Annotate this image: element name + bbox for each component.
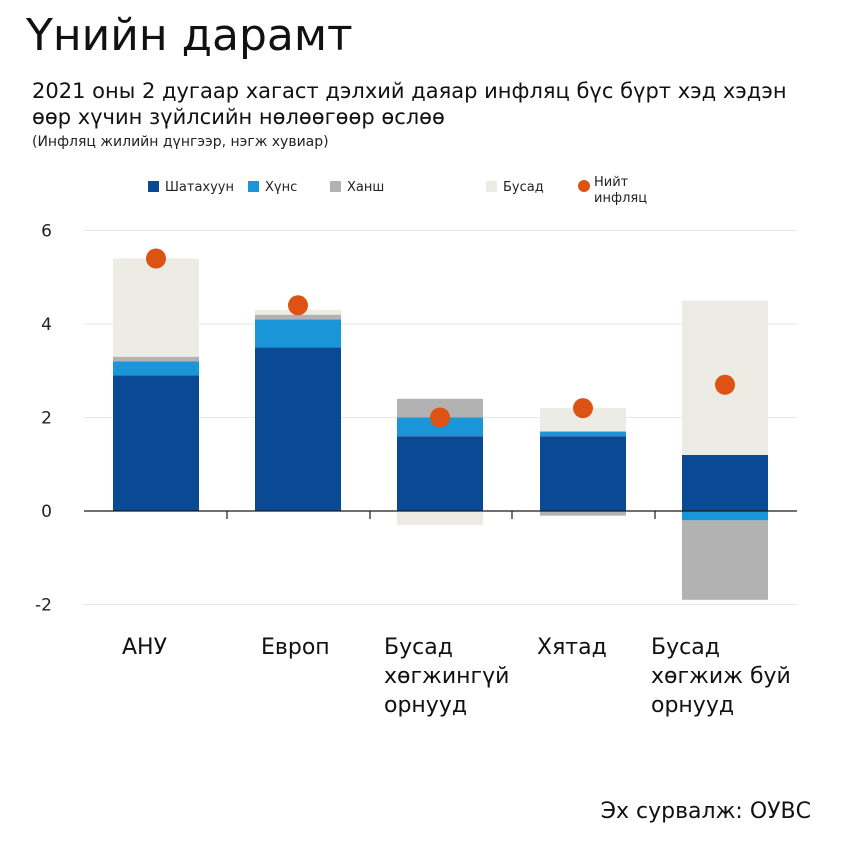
category-label: Европ [261,635,330,660]
y-tick-label: 4 [41,315,52,335]
chart-units-note: (Инфляц жилийн дүнгээр, нэгж хувиар) [32,134,329,150]
y-tick-label: 2 [41,409,52,429]
bar-segment [397,511,483,526]
bar-segment [113,356,199,362]
bar-segment [540,511,626,516]
legend-swatch [330,181,341,192]
bar-segment [255,319,341,348]
legend-label: Хүнс [265,180,297,195]
legend-label: Бусад [503,180,544,195]
bar-segment [255,314,341,320]
legend-swatch [148,181,159,192]
category-label: Бусад хөгжингүй орнууд [384,635,509,718]
bars [113,258,768,600]
bar-segment [113,375,199,511]
y-tick-label: -2 [35,596,52,616]
bar-segment [682,454,768,511]
category-label: Хятад [537,635,607,660]
bar-segment [540,431,626,437]
total-inflation-dot [288,295,308,316]
legend-dot [578,180,590,192]
bar-segment [540,408,626,432]
bar-segment [682,520,768,600]
axes: 6 4 2 0 -2 [35,222,797,616]
legend-label: Шатахуун [165,180,234,195]
bar-segment [540,436,626,511]
total-inflation-dot [146,248,166,269]
bar-segment [113,361,199,376]
category-label: АНУ [122,635,168,660]
legend: Шатахуун Хүнс Ханш Бусад Нийт инфляц [148,175,647,206]
total-inflation-dot [715,374,735,395]
headline: Үнийн дарамт [26,10,353,61]
legend-swatch [248,181,259,192]
legend-label: Нийт инфляц [594,175,647,206]
y-tick-label: 0 [41,502,52,522]
category-labels: АНУ Европ Бусад хөгжингүй орнууд Хятад Бусад хө… [122,635,791,718]
bar-segment [682,511,768,521]
legend-swatch [486,181,497,192]
legend-label: Ханш [347,180,384,195]
bar-segment [113,258,199,357]
total-inflation-dot [573,398,593,419]
total-inflation-markers [146,248,735,428]
bar-segment [255,347,341,511]
total-inflation-dot [430,407,450,428]
source-note: Эх сурвалж: ОУВС [600,799,811,824]
bar-segment [397,436,483,511]
y-tick-label: 6 [41,222,52,242]
chart-subtitle: 2021 оны 2 дугаар хагаст дэлхий даяар ин… [32,79,787,129]
category-label: Бусад хөгжиж буй орнууд [651,635,791,718]
